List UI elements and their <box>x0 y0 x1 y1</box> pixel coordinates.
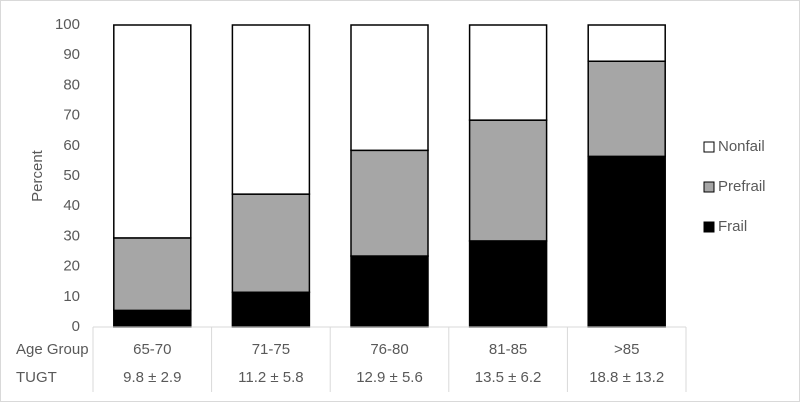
x-tick-label: 81-85 <box>489 341 527 358</box>
table-cell: 13.5 ± 6.2 <box>475 369 542 386</box>
legend-swatch <box>703 181 715 193</box>
x-tick-label: 65-70 <box>133 341 171 358</box>
y-tick-label: 0 <box>72 318 80 335</box>
y-tick-label: 60 <box>63 137 80 154</box>
bar-segment <box>231 193 311 294</box>
legend-label: Frail <box>718 218 747 235</box>
y-tick-label: 40 <box>63 197 80 214</box>
table-row-label: Age Group <box>16 341 89 358</box>
y-tick-label: 80 <box>63 76 80 93</box>
x-tick-label: 71-75 <box>252 341 290 358</box>
table-cell: 18.8 ± 13.2 <box>589 369 664 386</box>
table-cell: 9.8 ± 2.9 <box>123 369 181 386</box>
bar-segment <box>587 155 666 328</box>
table-cell: 12.9 ± 5.6 <box>356 369 423 386</box>
bar-segment <box>113 309 192 328</box>
y-tick-label: 30 <box>63 227 80 244</box>
bar-segment <box>231 24 311 195</box>
y-axis-label: Percent <box>29 149 46 202</box>
x-tick-label: 76-80 <box>370 341 408 358</box>
bar-segment <box>587 60 666 158</box>
legend-label: Nonfail <box>718 138 765 155</box>
legend-swatch <box>703 141 715 153</box>
bar-segment <box>113 237 192 312</box>
bar-segment <box>468 24 548 121</box>
bar-segment <box>350 255 429 328</box>
bar-segment <box>113 24 192 239</box>
y-tick-label: 10 <box>63 288 80 305</box>
bar-segment <box>587 24 666 62</box>
y-tick-label: 90 <box>63 46 80 63</box>
y-tick-label: 50 <box>63 167 80 184</box>
y-tick-label: 100 <box>55 16 80 33</box>
bar-segment <box>350 24 429 152</box>
bar-segment <box>468 119 548 242</box>
bar-segment <box>231 291 311 328</box>
bar-segment <box>350 149 429 257</box>
table-row-label: TUGT <box>16 369 57 386</box>
x-tick-label: >85 <box>614 341 639 358</box>
table-cell: 11.2 ± 5.8 <box>238 369 304 386</box>
y-tick-label: 70 <box>63 107 80 124</box>
bar-segment <box>468 240 548 328</box>
y-tick-label: 20 <box>63 258 80 275</box>
legend-swatch <box>703 221 715 233</box>
legend-label: Prefrail <box>718 178 766 195</box>
